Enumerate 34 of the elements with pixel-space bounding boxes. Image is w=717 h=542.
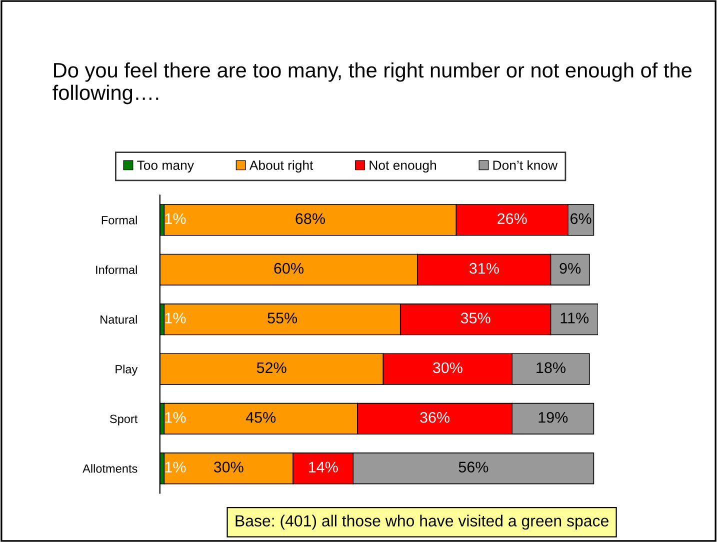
data-label: 60% (274, 262, 304, 274)
data-label: 1% (165, 412, 186, 423)
y-tick-label: Informal (96, 265, 137, 274)
legend-label: About right (249, 160, 314, 173)
y-tick-label: Formal (102, 216, 137, 224)
data-label: 1% (165, 213, 186, 224)
data-label: 19% (538, 412, 568, 423)
data-label: 45% (246, 412, 276, 423)
data-label: 68% (296, 213, 325, 224)
data-label: 11% (560, 312, 589, 324)
y-tick-label: Play (116, 364, 138, 376)
legend-label: Don’t know (493, 160, 558, 170)
chart-title: Do you feel there are too many, the right number or not enough of the following…. (52, 62, 692, 104)
y-tick-label: Allotments (82, 464, 138, 473)
data-label: 9% (560, 262, 581, 274)
data-label: 55% (268, 312, 298, 324)
data-label: 35% (460, 312, 490, 324)
data-label: 6% (570, 213, 592, 224)
legend-label: Not enough (370, 160, 436, 173)
data-label: 1% (165, 462, 186, 472)
data-label: 18% (536, 362, 566, 374)
data-label: 36% (420, 412, 450, 423)
data-label: 52% (256, 362, 286, 374)
y-tick-label: Natural (100, 315, 137, 324)
data-label: 31% (469, 262, 499, 274)
data-label: 14% (308, 462, 338, 472)
data-label: 1% (165, 312, 186, 324)
y-tick-label: Sport (110, 414, 138, 426)
text: Base: (401) all those who have visited a green space (236, 514, 608, 530)
data-label: 30% (432, 362, 462, 374)
legend-label: Too many (137, 160, 194, 173)
data-label: 56% (458, 462, 488, 472)
data-label: 26% (498, 213, 527, 224)
data-label: 30% (214, 462, 244, 472)
